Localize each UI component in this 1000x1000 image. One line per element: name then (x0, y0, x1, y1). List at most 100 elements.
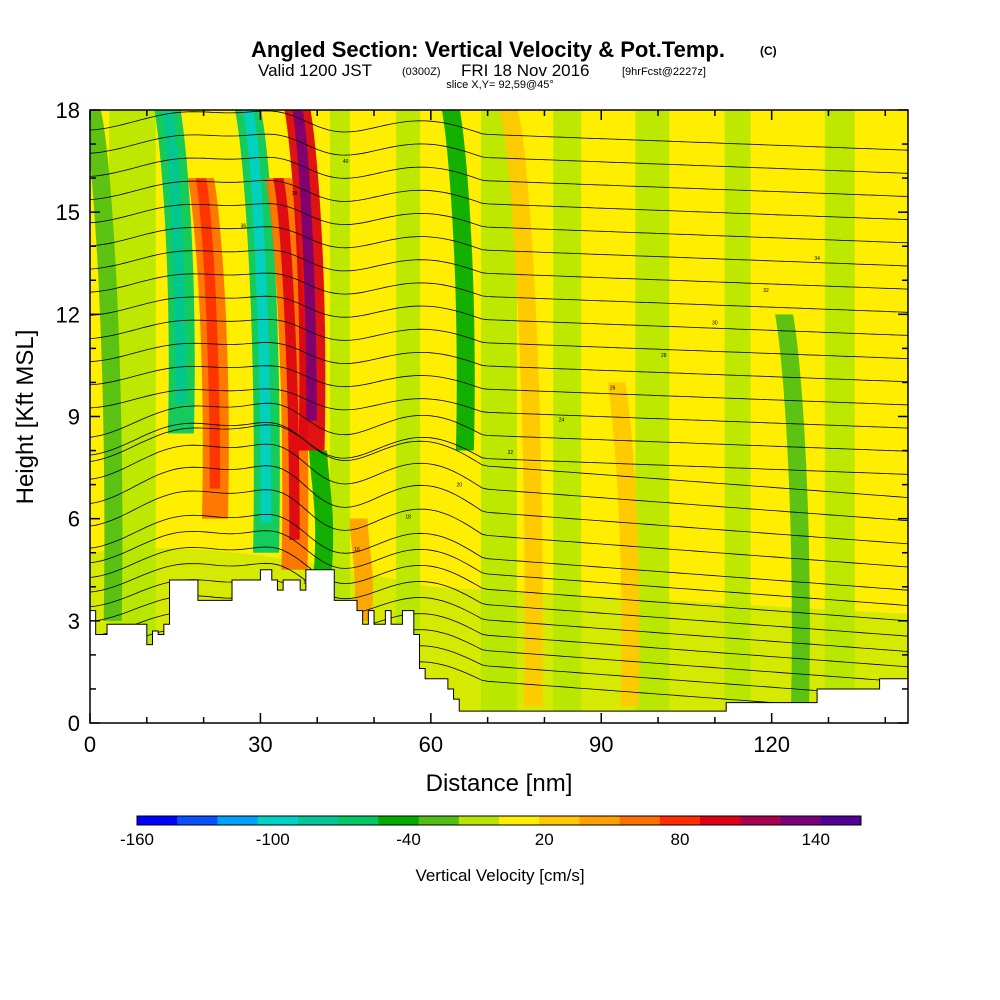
velocity-feature (607, 382, 640, 706)
isentrope-line (90, 249, 908, 290)
isentrope-line (90, 424, 908, 475)
isentrope-label: 22 (508, 450, 514, 456)
y-tick-label: 18 (56, 98, 80, 123)
isentrope-line (90, 546, 908, 622)
colorbar-swatch (217, 816, 259, 825)
isentrope-label: 40 (343, 159, 349, 165)
y-tick-label: 6 (68, 507, 80, 532)
isentrope-line (90, 365, 908, 406)
y-axis-label: Height [Kft MSL] (12, 330, 39, 505)
isentrope-line (90, 388, 908, 429)
plot-area: 10121416182022242628303234363840 (90, 110, 908, 723)
isentrope-label: 38 (292, 191, 298, 197)
colorbar-swatch (780, 816, 822, 825)
x-tick-label: 30 (248, 732, 272, 757)
velocity-feature (441, 110, 475, 451)
y-tick-label: 0 (68, 711, 80, 736)
chart-title: Angled Section: Vertical Velocity & Pot.… (251, 37, 725, 62)
isentrope-line (90, 110, 908, 151)
colorbar-swatch (700, 816, 741, 825)
isentrope-label: 36 (241, 223, 247, 229)
isentrope-line (90, 465, 908, 545)
isentrope-label: 20 (456, 482, 462, 488)
colorbar-swatch (820, 816, 862, 825)
y-tick-label: 15 (56, 200, 80, 225)
isentrope-line (90, 179, 908, 221)
isentrope-line (90, 203, 908, 244)
isentrope-line (90, 133, 908, 174)
velocity-core (242, 110, 272, 523)
isentrope-line (90, 443, 908, 522)
colorbar-tick-label: 80 (671, 830, 690, 849)
isentrope-line (90, 562, 908, 637)
y-tick-label: 3 (68, 609, 80, 634)
isentrope-label: 34 (814, 256, 820, 262)
colorbar-swatch (418, 816, 460, 825)
isentrope-line (90, 530, 908, 606)
x-axis-label: Distance [nm] (426, 770, 573, 797)
valid-time-label: Valid 1200 JST (258, 61, 372, 80)
isentrope-line (90, 402, 908, 452)
y-tick-label: 9 (68, 405, 80, 430)
x-tick-label: 60 (419, 732, 443, 757)
velocity-feature (349, 518, 373, 621)
isentrope-label: 24 (559, 418, 565, 424)
valid-date-label: FRI 18 Nov 2016 (461, 61, 590, 80)
colorbar-tick-label: 140 (802, 830, 830, 849)
isentrope-line (90, 489, 908, 568)
terrain-mask (90, 569, 908, 723)
isentrope-line (90, 579, 908, 652)
colorbar-swatch (177, 816, 218, 825)
velocity-feature (774, 314, 810, 706)
x-tick-label: 120 (753, 732, 790, 757)
colorbar-swatch (338, 816, 379, 825)
colorbar-swatch (619, 816, 661, 825)
x-axis: 0 30 60 90 120 (84, 110, 887, 757)
isentrope-label: 32 (763, 288, 769, 294)
velocity-core (195, 178, 221, 489)
colorbar-tick-label: -100 (256, 830, 290, 849)
chart-title-unit: (C) (760, 44, 777, 58)
valid-utc-label: (0300Z) (402, 66, 441, 78)
velocity-core (292, 110, 317, 421)
isentrope-line (90, 226, 908, 267)
isentrope-line (90, 595, 908, 668)
colorbar-label: Vertical Velocity [cm/s] (415, 866, 584, 885)
velocity-feature (90, 110, 123, 621)
colorbar-tick-label: -160 (120, 830, 154, 849)
isentrope-label: 16 (354, 547, 360, 553)
colorbar-swatch (579, 816, 621, 825)
colorbar-tick-label: 20 (535, 830, 554, 849)
colorbar-tick-label: -40 (396, 830, 421, 849)
isentrope-label: 18 (405, 515, 411, 521)
colorbar-swatch (539, 816, 580, 825)
colorbar-swatch (137, 816, 178, 825)
velocity-feature (309, 450, 334, 570)
isentrope-label: 30 (712, 321, 718, 327)
colorbar-swatch (297, 816, 339, 825)
forecast-tag: [9hrFcst@2227z] (622, 66, 706, 78)
x-tick-label: 90 (589, 732, 613, 757)
isentrope-line (90, 156, 908, 197)
colorbar: -160 -100 -40 20 80 140 (120, 815, 862, 849)
chart-header: Angled Section: Vertical Velocity & Pot.… (251, 37, 777, 91)
isentrope-line (90, 421, 908, 498)
colorbar-swatch (257, 816, 299, 825)
colorbar-swatch (458, 816, 500, 825)
velocity-feature (499, 110, 543, 706)
isentrope-line (90, 272, 908, 313)
isentrope-label: 26 (610, 385, 616, 391)
colorbar-swatch (740, 816, 782, 825)
colorbar-frame (136, 815, 862, 826)
isentrope-line (90, 342, 908, 383)
isentrope-line (90, 295, 908, 336)
slice-info: slice X,Y= 92,59@45° (446, 79, 554, 91)
isentrope-label: 28 (661, 353, 667, 359)
colorbar-swatch (659, 816, 701, 825)
colorbar-swatch (378, 816, 420, 825)
isentrope-line (90, 318, 908, 359)
x-tick-label: 0 (84, 732, 96, 757)
colorbar-swatch (499, 816, 540, 825)
